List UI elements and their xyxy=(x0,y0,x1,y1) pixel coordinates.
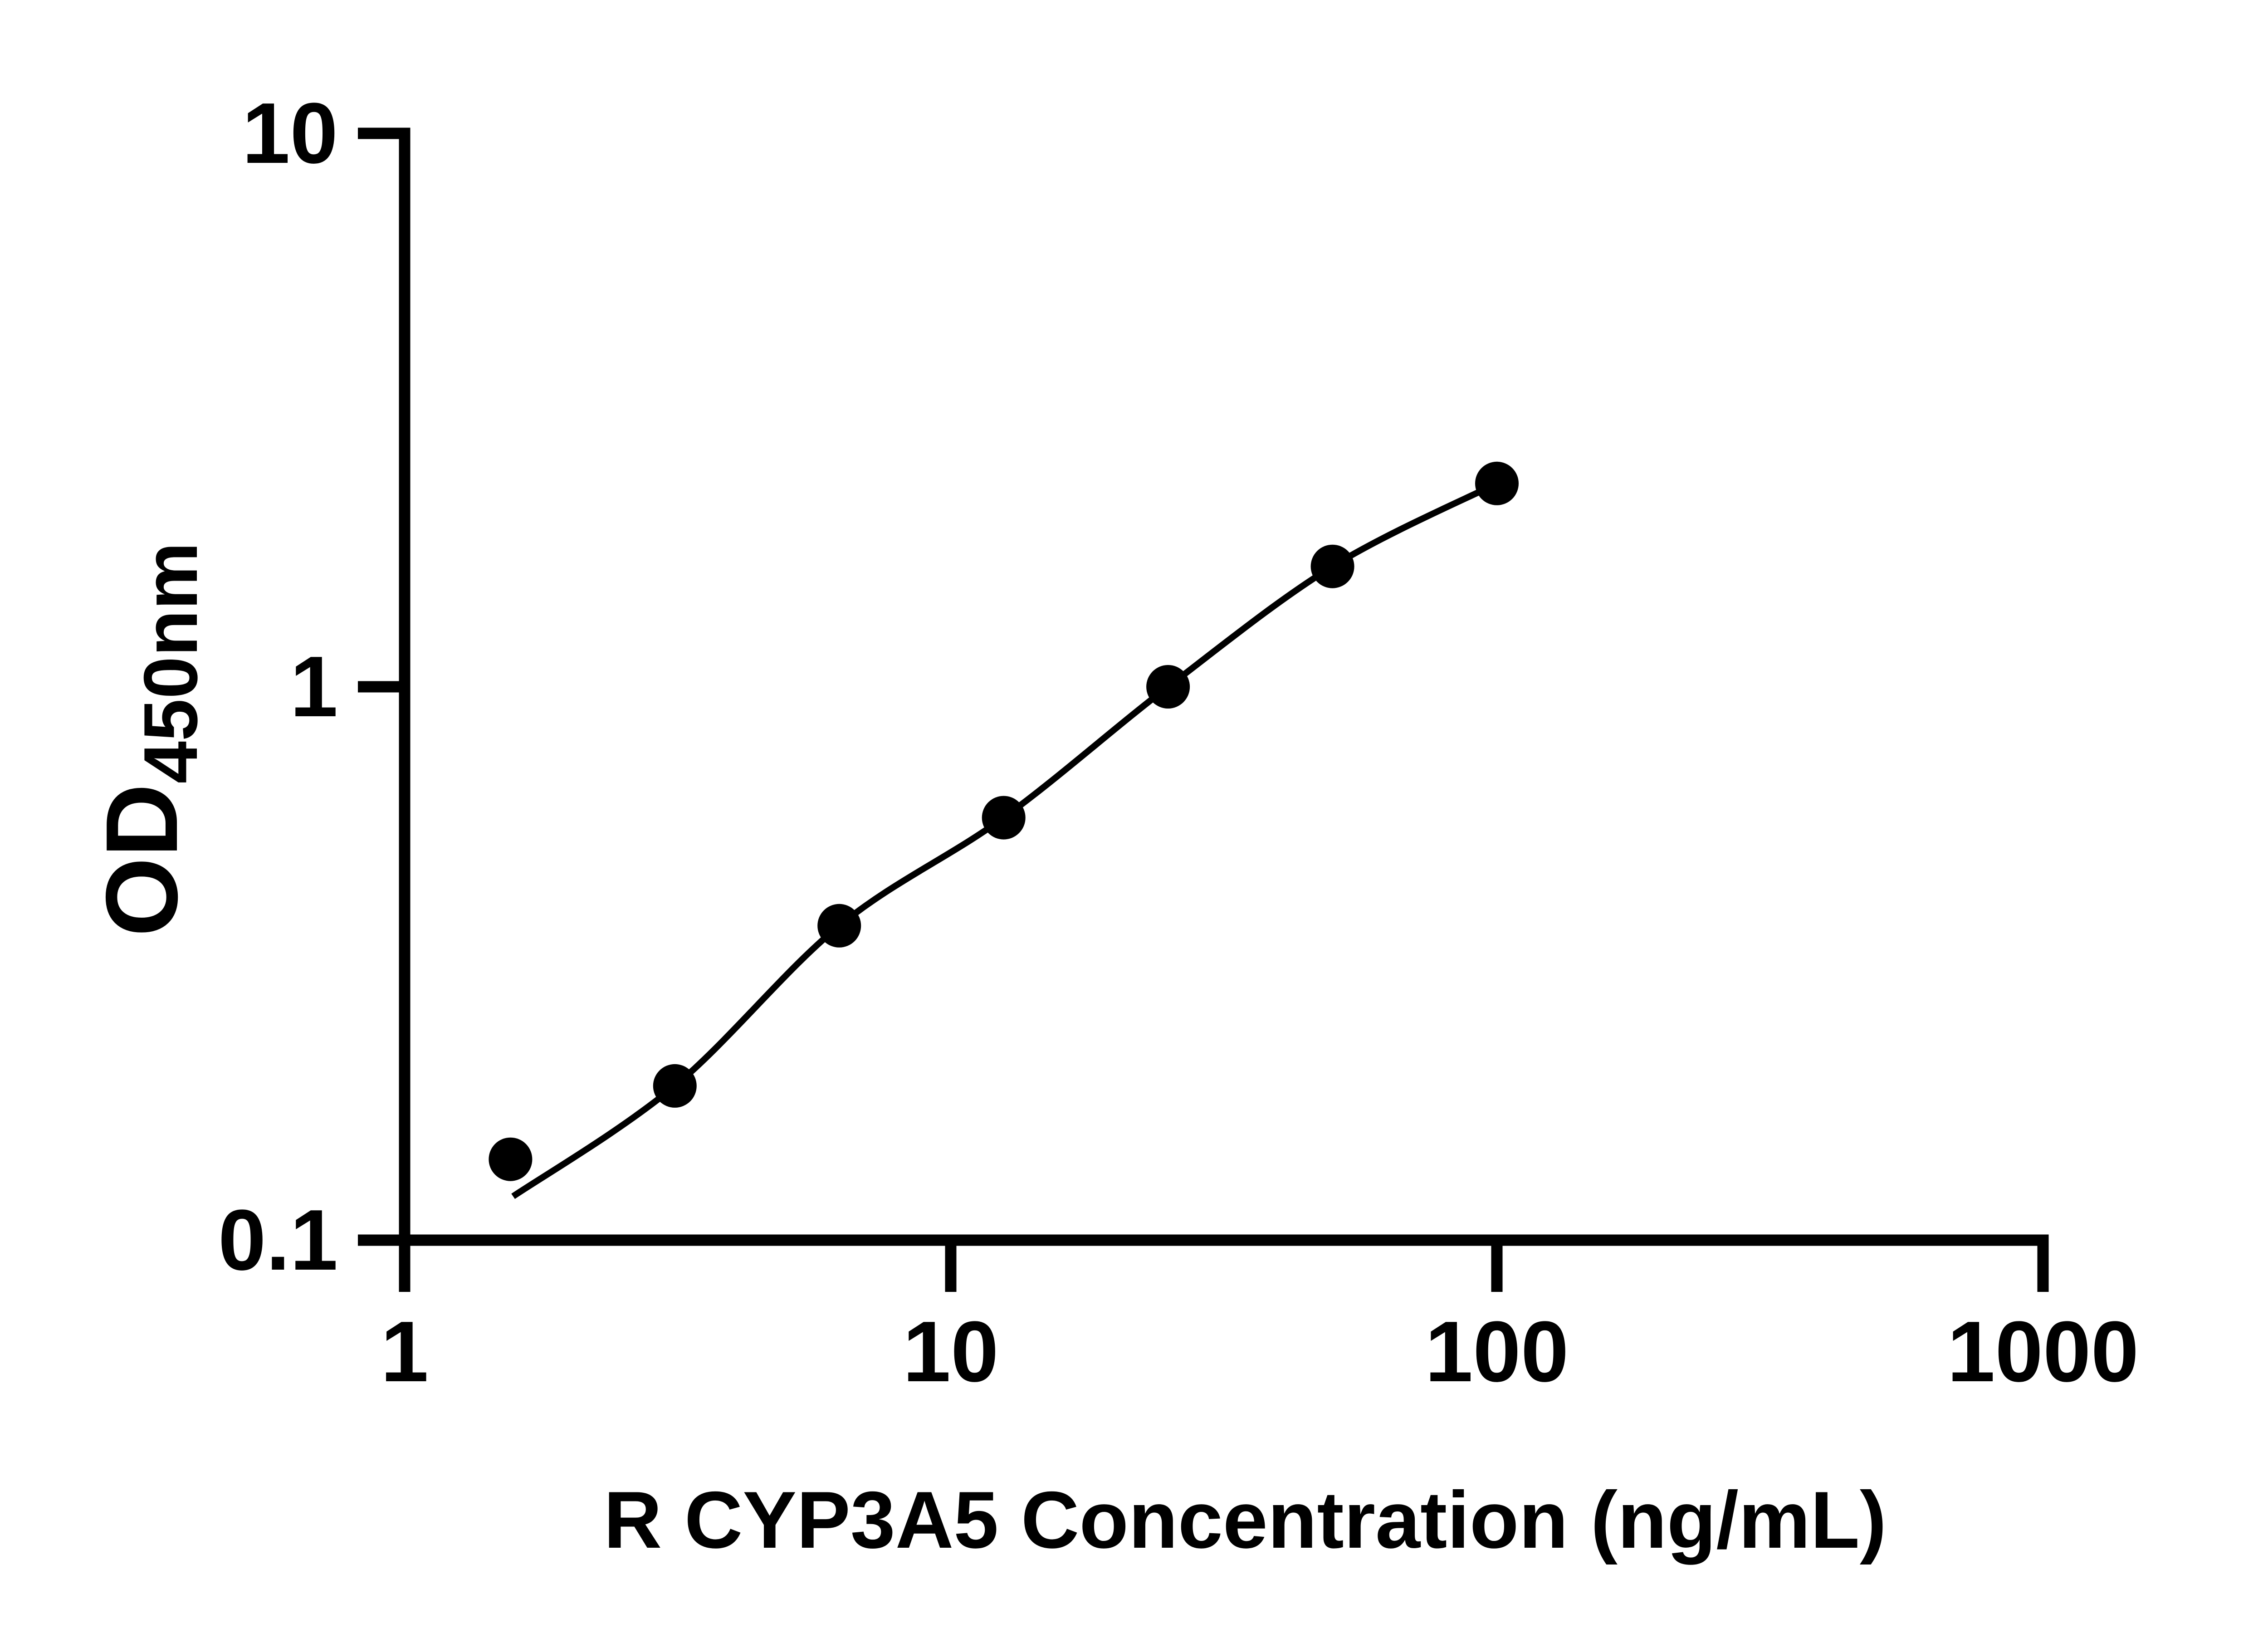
data-points xyxy=(489,461,1519,1181)
y-tick-label: 1 xyxy=(290,639,338,735)
y-axis-title-main: OD xyxy=(84,783,199,937)
y-axis-title-subscript: 450nm xyxy=(128,542,213,783)
y-axis-title: OD450nm xyxy=(84,542,213,937)
x-tick-label: 10 xyxy=(903,1304,998,1400)
axes xyxy=(399,127,2049,1292)
y-tick-label: 0.1 xyxy=(218,1192,338,1288)
x-tick-label: 100 xyxy=(1425,1304,1569,1400)
data-point xyxy=(653,1064,697,1108)
data-point xyxy=(1475,461,1519,505)
data-point xyxy=(1146,665,1190,709)
x-tick-label: 1 xyxy=(381,1304,429,1400)
x-ticks xyxy=(399,1234,2049,1292)
y-tick-labels: 0.1 1 10 xyxy=(218,85,338,1288)
x-axis-title: R CYP3A5 Concentration (ng/mL) xyxy=(604,1475,1887,1565)
x-tick-labels: 1 10 100 1000 xyxy=(381,1304,2139,1400)
data-point xyxy=(982,796,1026,840)
y-tick-label: 10 xyxy=(242,85,338,181)
data-point xyxy=(1310,544,1354,588)
data-point xyxy=(817,904,861,948)
x-tick-label: 1000 xyxy=(1947,1304,2139,1400)
data-point xyxy=(489,1137,533,1181)
